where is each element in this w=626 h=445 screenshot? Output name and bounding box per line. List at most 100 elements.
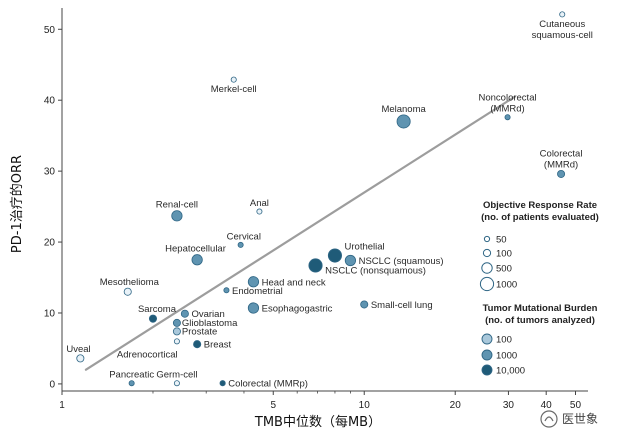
- point-head-and-neck: [247, 276, 260, 288]
- legend-orr-subtitle: (no. of patients evaluated): [481, 212, 599, 223]
- watermark-logo-icon: [540, 410, 558, 428]
- label-colorectal-mmrd: Colorectal (MMRd): [540, 148, 583, 170]
- point-endometrial: [223, 287, 230, 294]
- legend-orr-marker-1000: [479, 276, 495, 292]
- x-tick-label: 5: [270, 400, 276, 411]
- label-head-and-neck: Head and neck: [262, 277, 326, 288]
- label-ovarian: Ovarian: [191, 309, 224, 320]
- point-labels: Cutaneous squamous-cell Merkel-cell Melanom…: [66, 19, 593, 390]
- point-adrenocortical: [173, 338, 180, 345]
- label-line: Breast: [204, 340, 232, 351]
- point-nsclc-squamous: [344, 254, 357, 267]
- point-germ-cell: [173, 380, 180, 387]
- label-line: Sarcoma: [138, 304, 177, 315]
- label-cutaneous-squamous-cell: Cutaneous squamous-cell: [532, 19, 593, 41]
- legend-tmb-title: Tumor Mutational Burden: [483, 303, 598, 314]
- y-tick-label: 30: [44, 167, 56, 178]
- label-breast: Breast: [204, 340, 232, 351]
- legend-orr-label-1000: 1000: [496, 280, 517, 291]
- label-line: Head and neck: [262, 277, 326, 288]
- legend-tmb-marker-100: [481, 333, 493, 345]
- legend-tmb-marker-10-000: [481, 364, 493, 376]
- label-line: Cervical: [227, 231, 261, 242]
- watermark-logo-icon-mark: [544, 416, 554, 422]
- label-line: Germ-cell: [156, 370, 197, 381]
- label-germ-cell: Germ-cell: [156, 370, 197, 381]
- point-prostate: [172, 327, 181, 336]
- trend-line-group: [84, 95, 516, 371]
- point-breast: [193, 340, 202, 349]
- label-line: Merkel-cell: [211, 84, 257, 95]
- legend-orr-label-100: 100: [496, 249, 512, 260]
- legend-tmb-label-10-000: 10,000: [496, 366, 525, 377]
- data-points: [76, 11, 566, 387]
- label-line: NSCLC (nonsquamous): [325, 265, 426, 276]
- label-esophagogastric: Esophagogastric: [262, 304, 333, 315]
- label-line: Urothelial: [345, 242, 385, 253]
- point-uveal: [76, 354, 85, 363]
- label-nsclc-squamous: NSCLC (squamous): [359, 256, 444, 267]
- label-line: Prostate: [182, 326, 217, 337]
- label-line: Adrenocortical: [117, 349, 178, 360]
- x-tick-label: 30: [503, 400, 515, 411]
- label-sarcoma: Sarcoma: [138, 304, 177, 315]
- y-axis-title: PD-1治疗的ORR: [9, 155, 25, 253]
- label-line: Anal: [250, 198, 269, 209]
- point-small-cell-lung: [360, 300, 369, 309]
- watermark-text: 医世象: [562, 412, 598, 426]
- point-nsclc-nonsquamous: [308, 258, 323, 273]
- label-line: Cutaneous: [539, 19, 585, 30]
- point-glioblastoma: [172, 318, 181, 327]
- label-line: Hepatocellular: [165, 244, 226, 255]
- label-line: Ovarian: [191, 309, 224, 320]
- label-line: Glioblastoma: [182, 318, 238, 329]
- point-esophagogastric: [247, 302, 260, 314]
- label-line: Esophagogastric: [262, 304, 333, 315]
- point-renal-cell: [171, 210, 183, 222]
- point-noncolorectal-mmrd: [504, 114, 511, 121]
- label-line: Small-cell lung: [371, 300, 433, 311]
- legend-orr-marker-500: [481, 262, 493, 274]
- point-sarcoma: [148, 314, 158, 323]
- legend-tmb-label-100: 100: [496, 335, 512, 346]
- x-tick-label: 40: [541, 400, 553, 411]
- y-tick-label: 10: [44, 308, 56, 319]
- point-colorectal-mmrp: [219, 380, 226, 387]
- label-mesothelioma: Mesothelioma: [100, 277, 160, 288]
- label-glioblastoma: Glioblastoma: [182, 318, 238, 329]
- label-line: Mesothelioma: [100, 277, 160, 288]
- label-line: Melanoma: [381, 104, 426, 115]
- label-merkel-cell: Merkel-cell: [211, 84, 257, 95]
- x-axis-title: TMB中位数（每MB）: [254, 414, 381, 430]
- label-line: Noncolorectal: [479, 93, 537, 104]
- label-line: Pancreatic: [109, 370, 154, 381]
- label-line: Endometrial: [232, 286, 283, 297]
- label-cervical: Cervical: [227, 231, 261, 242]
- label-line: squamous-cell: [532, 30, 593, 41]
- label-line: Colorectal: [540, 148, 583, 159]
- x-tick-label: 1: [59, 400, 65, 411]
- label-hepatocellular: Hepatocellular: [165, 244, 226, 255]
- label-noncolorectal-mmrd: Noncolorectal (MMRd): [479, 93, 537, 115]
- axes: 0 10 20 30 40 50 1 5 10 20 30 40 50: [44, 8, 588, 411]
- point-hepatocellular: [191, 254, 203, 266]
- label-nsclc-nonsquamous: NSCLC (nonsquamous): [325, 265, 426, 276]
- x-tick-label: 10: [359, 400, 371, 411]
- point-pancreatic: [128, 380, 135, 387]
- point-cervical: [237, 241, 244, 248]
- point-cutaneous-squamous-cell: [559, 11, 566, 18]
- label-line: (MMRd): [490, 104, 524, 115]
- label-pancreatic: Pancreatic: [109, 370, 154, 381]
- point-urothelial: [327, 248, 342, 263]
- legend-tmb-marker-1000: [481, 349, 493, 361]
- label-uveal: Uveal: [66, 344, 90, 355]
- label-anal: Anal: [250, 198, 269, 209]
- label-prostate: Prostate: [182, 326, 217, 337]
- y-tick-label: 0: [49, 379, 55, 390]
- label-renal-cell: Renal-cell: [156, 200, 198, 211]
- legend-orr-marker-50: [483, 235, 491, 243]
- label-adrenocortical: Adrenocortical: [117, 349, 178, 360]
- label-urothelial: Urothelial: [345, 242, 385, 253]
- legend-tmb-label-1000: 1000: [496, 351, 517, 362]
- point-merkel-cell: [230, 76, 237, 83]
